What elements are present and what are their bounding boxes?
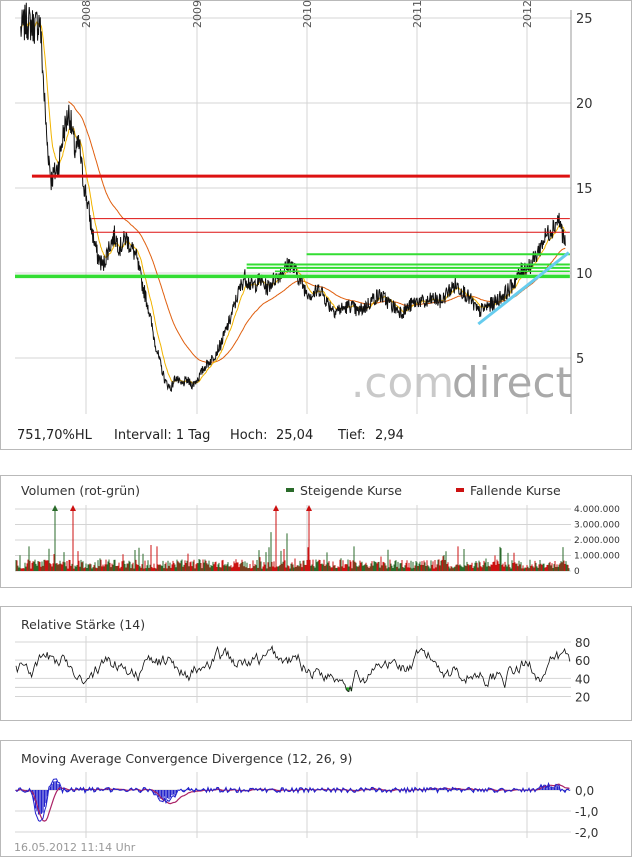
price-x-tick: 2008 (80, 0, 93, 28)
rsi-panel-frame (0, 606, 632, 721)
support-resistance-lines (15, 174, 570, 279)
rsi-y-tick: 40 (575, 672, 590, 686)
volume-overflow-arrow (70, 505, 76, 511)
volume-panel: Volumen (rot-grün) Steigende Kurse Falle… (0, 475, 632, 588)
legend-down-label: Fallende Kurse (470, 483, 561, 498)
volume-bars (15, 505, 570, 571)
volume-y-tick: 2.000.000 (574, 536, 620, 546)
rsi-y-tick: 20 (575, 691, 590, 705)
price-y-axis: 5 10 15 20 25 (576, 12, 593, 367)
volume-y-tick: 4.000.000 (574, 505, 620, 515)
legend-up-swatch (286, 488, 294, 492)
price-x-tick: 2011 (411, 0, 424, 28)
high-label: Hoch: (230, 428, 268, 443)
volume-title: Volumen (rot-grün) (21, 483, 140, 498)
rsi-y-axis: 80 60 40 20 (575, 636, 590, 704)
macd-y-axis: 0,0 -1,0 -2,0 (575, 784, 598, 840)
volume-overflow-arrow (306, 505, 312, 511)
volume-overflow-arrow (52, 505, 58, 511)
macd-line (15, 778, 570, 822)
watermark-brand: direct (452, 358, 572, 407)
volume-y-axis: 4.000.000 3.000.000 2.000.000 1.000.000 0 (574, 505, 620, 577)
macd-y-tick: 0,0 (575, 784, 594, 798)
rsi-path (15, 645, 571, 693)
price-grid (15, 10, 572, 414)
macd-title: Moving Average Convergence Divergence (1… (21, 751, 352, 766)
high-value: 25,04 (276, 428, 313, 443)
volume-overflow-arrow (273, 505, 279, 511)
rsi-grid (15, 636, 571, 703)
volume-y-tick: 3.000.000 (574, 521, 620, 531)
trend-line (477, 251, 570, 326)
performance-label: 751,70%HL (17, 428, 93, 443)
macd-y-tick: -1,0 (575, 805, 598, 819)
legend-down-swatch (456, 488, 464, 492)
trend-line-path (477, 251, 570, 326)
long-ma-path (68, 101, 566, 363)
volume-y-tick: 0 (574, 567, 580, 577)
price-panel-frame (0, 0, 632, 450)
rsi-y-tick: 60 (575, 654, 590, 668)
watermark-dot-com: .com (351, 358, 454, 407)
volume-y-tick: 1.000.000 (574, 552, 620, 562)
macd-panel-frame (0, 740, 632, 857)
price-x-axis: 2008 2009 2010 2011 2012 (80, 0, 534, 28)
rsi-y-tick: 80 (575, 636, 590, 650)
low-value: 2,94 (375, 428, 404, 443)
low-label: Tief: (337, 428, 366, 443)
rsi-line (15, 645, 571, 693)
price-line (20, 2, 566, 392)
price-y-tick: 25 (576, 12, 593, 27)
interval-label: Intervall: 1 Tag (114, 428, 210, 443)
price-y-tick: 15 (576, 182, 593, 197)
rsi-panel: Relative Stärke (14) 80 60 40 20 (0, 606, 632, 721)
price-y-tick: 10 (576, 267, 593, 282)
rsi-title: Relative Stärke (14) (21, 617, 145, 632)
price-x-tick: 2010 (301, 0, 314, 28)
timestamp: 16.05.2012 11:14 Uhr (14, 841, 136, 854)
legend-up-label: Steigende Kurse (300, 483, 402, 498)
price-x-tick: 2009 (191, 0, 204, 28)
price-y-tick: 5 (576, 352, 584, 367)
macd-y-tick: -2,0 (575, 826, 598, 840)
price-x-tick: 2012 (521, 0, 534, 28)
macd-panel: Moving Average Convergence Divergence (1… (0, 740, 632, 857)
price-y-tick: 20 (576, 97, 593, 112)
price-path (20, 2, 566, 392)
long-moving-average (68, 101, 566, 363)
macd-path (15, 778, 570, 822)
